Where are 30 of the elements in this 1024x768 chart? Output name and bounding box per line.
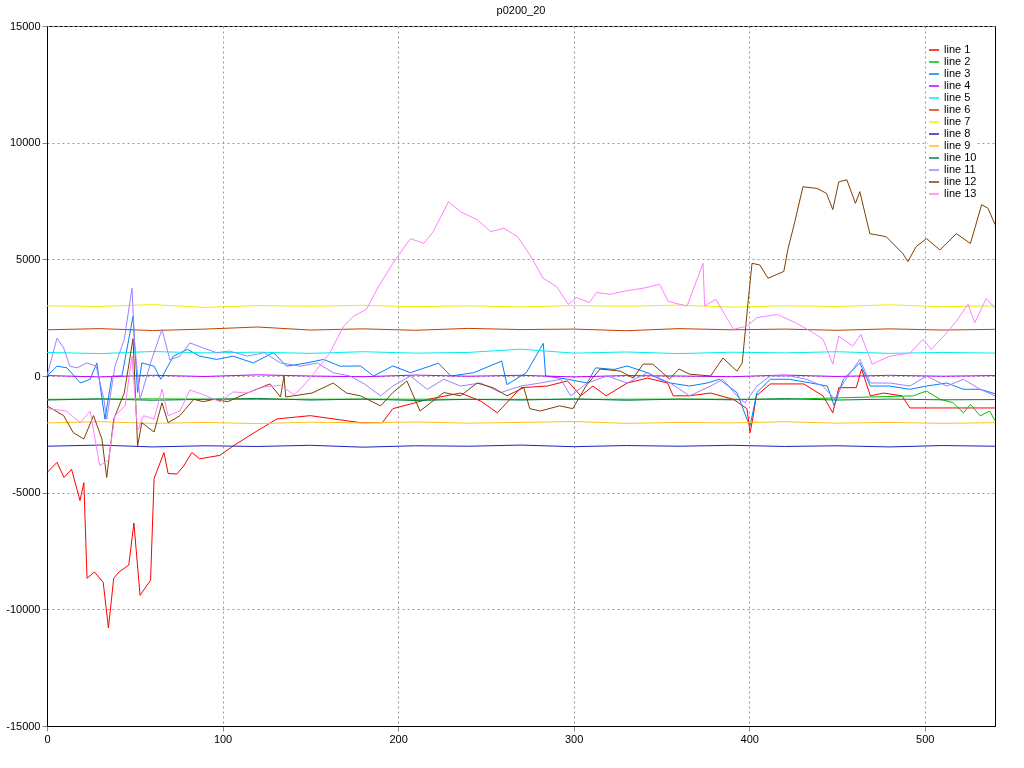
legend-label: line 2 <box>944 55 971 67</box>
y-tick-label: 5000 <box>16 252 41 265</box>
line-series <box>46 368 996 629</box>
legend-label: line 10 <box>944 151 977 163</box>
legend-label: line 6 <box>944 103 971 115</box>
legend-label: line 13 <box>944 187 977 199</box>
legend-label: line 12 <box>944 175 977 187</box>
legend-label: line 3 <box>944 67 971 79</box>
line-series <box>46 287 996 420</box>
x-tick-label: 500 <box>916 732 935 745</box>
y-tick-label: 15000 <box>9 19 41 32</box>
y-tick-label: 10000 <box>9 136 41 149</box>
legend-label: line 9 <box>944 139 971 151</box>
y-tick-label: -5000 <box>12 486 41 499</box>
legend-label: line 7 <box>944 115 971 127</box>
y-tick-label: -10000 <box>6 602 41 615</box>
x-tick-label: 100 <box>213 732 233 745</box>
y-tick-label: 0 <box>34 369 41 382</box>
y-tick-label: -15000 <box>6 719 41 732</box>
legend-label: line 4 <box>944 79 971 91</box>
legend-label: line 11 <box>944 163 976 175</box>
x-tick-label: 200 <box>389 732 408 745</box>
line-series <box>46 315 996 427</box>
legend-label: line 5 <box>944 91 971 103</box>
legend-label: line 1 <box>944 43 971 55</box>
legend-label: line 8 <box>944 127 971 139</box>
x-tick-label: 0 <box>44 732 51 745</box>
x-tick-label: 300 <box>564 732 584 745</box>
x-tick-label: 400 <box>740 732 759 745</box>
chart-title: p0200_20 <box>496 4 546 16</box>
